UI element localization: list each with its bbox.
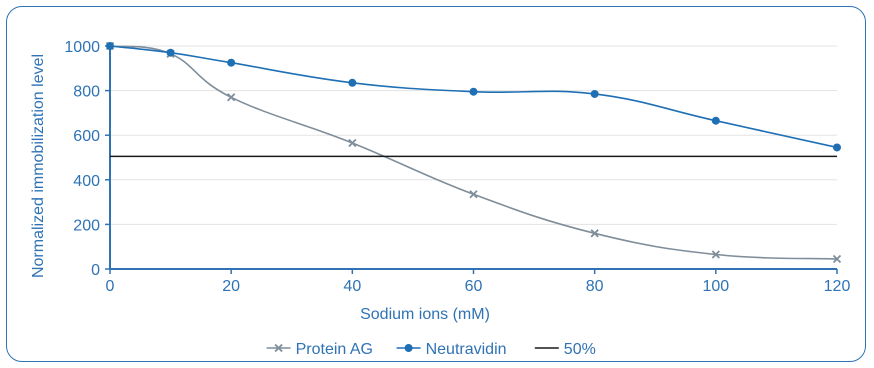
legend: Protein AG Neutravidin 50% bbox=[266, 341, 596, 358]
x-tick-label: 60 bbox=[465, 278, 483, 295]
data-point-neutravidin bbox=[833, 143, 841, 152]
x-tick-label: 120 bbox=[824, 278, 851, 295]
series-lines bbox=[109, 45, 838, 260]
legend-marker bbox=[404, 344, 413, 352]
data-point-neutravidin bbox=[711, 116, 720, 125]
data-point-neutravidin bbox=[348, 78, 357, 87]
data-point-protein-ag bbox=[711, 250, 720, 259]
data-point-protein-ag bbox=[227, 93, 236, 102]
tick-labels: 0 200 400 600 800 1000 0 20 40 60 80 100 120 bbox=[64, 39, 850, 295]
x-tick-label: 40 bbox=[343, 278, 361, 295]
data-point-protein-ag bbox=[469, 190, 478, 199]
data-point-neutravidin bbox=[166, 48, 175, 57]
y-tick-label: 200 bbox=[73, 217, 100, 234]
legend-label: Protein AG bbox=[296, 341, 373, 358]
y-tick-label: 0 bbox=[91, 262, 100, 279]
series-line-protein-ag bbox=[109, 45, 838, 260]
axes bbox=[105, 45, 838, 274]
data-point-neutravidin bbox=[227, 58, 236, 67]
data-point-neutravidin bbox=[590, 89, 599, 98]
grid-lines bbox=[110, 45, 837, 225]
line-chart: 0 200 400 600 800 1000 0 20 40 60 80 100 120 Sodium … bbox=[30, 39, 850, 358]
y-tick-label: 600 bbox=[73, 128, 100, 145]
data-point-neutravidin bbox=[106, 42, 114, 50]
legend-label: Neutravidin bbox=[426, 341, 507, 358]
x-tick-label: 20 bbox=[222, 278, 240, 295]
legend-label: 50% bbox=[564, 341, 596, 358]
y-tick-label: 800 bbox=[73, 84, 100, 101]
chart-frame: 0 200 400 600 800 1000 0 20 40 60 80 100 120 Sodium … bbox=[6, 6, 866, 362]
series-markers bbox=[105, 41, 842, 264]
y-tick-label: 400 bbox=[73, 173, 100, 190]
data-point-protein-ag bbox=[832, 254, 842, 264]
x-axis-label: Sodium ions (mM) bbox=[360, 306, 490, 323]
data-point-protein-ag bbox=[590, 229, 599, 238]
x-tick-label: 100 bbox=[702, 278, 729, 295]
legend-item-neutravidin: Neutravidin bbox=[396, 341, 507, 358]
y-tick-label: 1000 bbox=[64, 39, 100, 56]
y-axis-label: Normalized immobilization level bbox=[30, 54, 47, 278]
legend-marker bbox=[274, 343, 283, 353]
data-point-neutravidin bbox=[469, 87, 478, 96]
legend-item-50: 50% bbox=[534, 341, 596, 358]
legend-item-protein-ag: Protein AG bbox=[266, 341, 373, 358]
x-tick-label: 0 bbox=[106, 278, 115, 295]
series-line-neutravidin bbox=[109, 45, 838, 149]
x-tick-label: 80 bbox=[586, 278, 604, 295]
data-point-protein-ag bbox=[348, 138, 357, 148]
